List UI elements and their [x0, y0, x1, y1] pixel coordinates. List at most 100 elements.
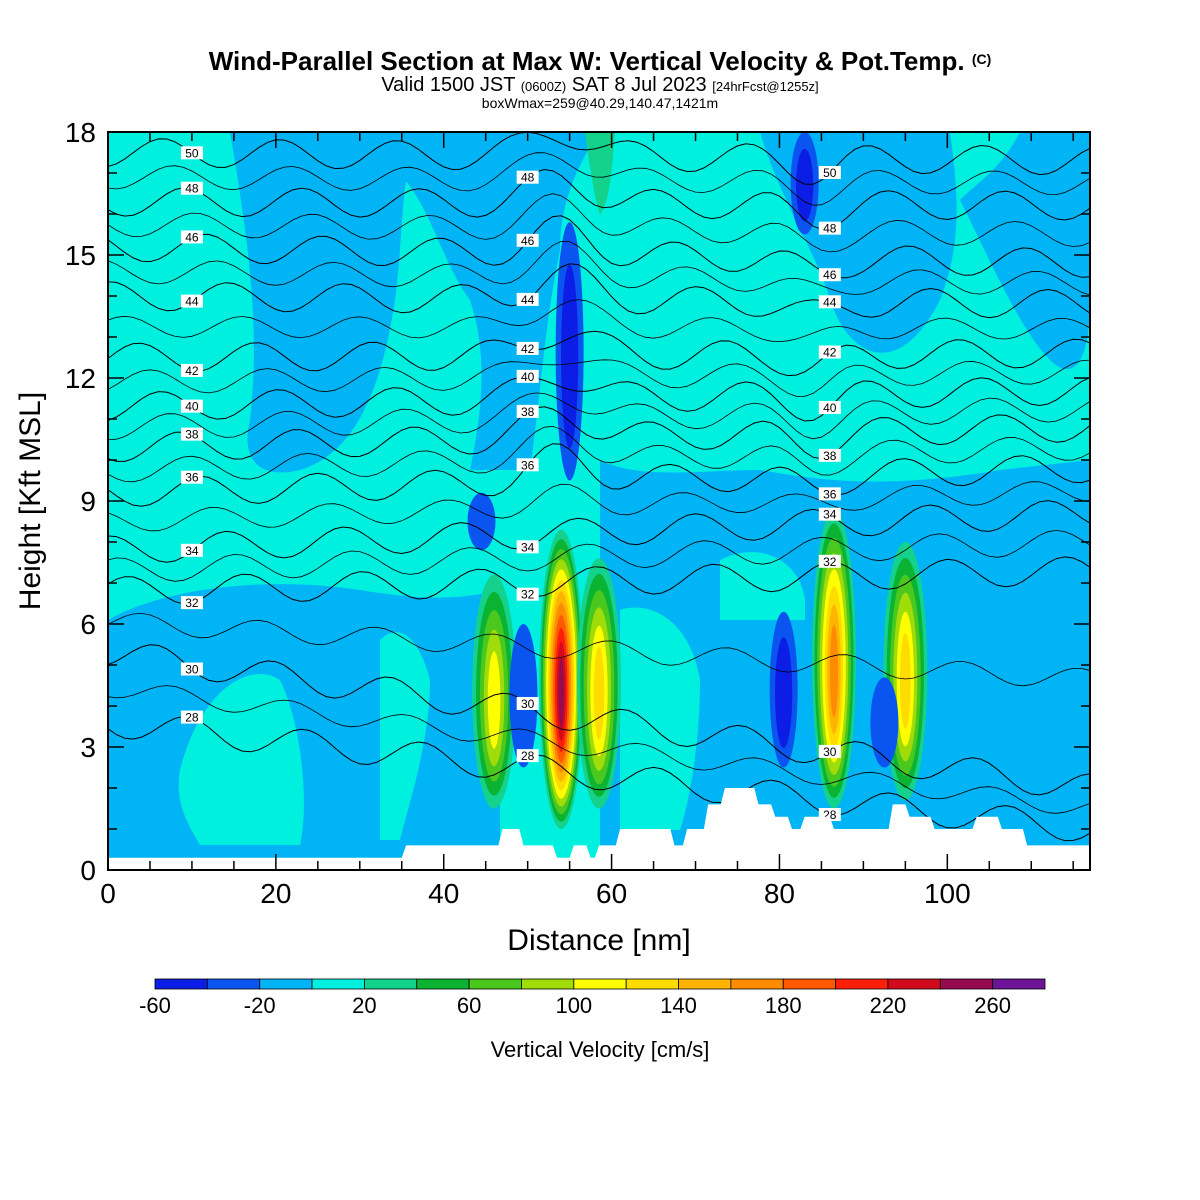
theta-contour-minor	[108, 392, 1090, 440]
updraft-core-2	[577, 558, 621, 809]
contour-label-32: 32	[180, 596, 203, 610]
contour-label-30: 30	[516, 696, 539, 711]
chart-title: Wind-Parallel Section at Max W: Vertical…	[0, 44, 1200, 76]
contour-label-box	[180, 294, 203, 308]
theta-contour-44	[108, 263, 1090, 319]
contour-label-text: 32	[521, 588, 535, 602]
contour-label-text: 50	[185, 146, 199, 160]
terrain-profile	[108, 788, 1090, 870]
colorbar-tick-label: 60	[457, 993, 481, 1018]
contour-label-42: 42	[516, 341, 539, 356]
theta-contour-minor	[108, 193, 1090, 253]
contour-label-36: 36	[818, 487, 841, 501]
velocity-band	[487, 651, 501, 749]
contour-label-text: 30	[823, 745, 837, 759]
y-tick-label: 15	[65, 240, 96, 271]
downdraft-region-0	[108, 584, 500, 870]
contour-label-box	[516, 749, 539, 763]
contour-label-box	[516, 292, 539, 306]
neutral-pocket-1	[380, 632, 430, 840]
contour-label-40: 40	[818, 400, 841, 415]
colorbar-swatch	[154, 978, 208, 990]
neutral-pocket-0	[178, 674, 304, 845]
downdraft-core-1	[769, 611, 798, 768]
colorbar-swatch	[364, 978, 418, 990]
contour-label-28: 28	[516, 749, 539, 763]
contour-label-text: 32	[185, 596, 199, 610]
contour-label-text: 30	[521, 697, 535, 711]
contour-label-box	[516, 540, 539, 554]
colorbar-swatch	[259, 978, 313, 990]
x-tick-label: 40	[428, 878, 459, 909]
contour-label-box	[818, 295, 841, 309]
contour-label-box	[818, 268, 841, 282]
contour-label-34: 34	[516, 540, 539, 554]
contour-label-box	[818, 487, 841, 501]
contour-label-42: 42	[818, 345, 841, 360]
updraft-core-3	[812, 509, 857, 809]
colorbar-tick-label: 20	[352, 993, 376, 1018]
colorbar: -60 -20 20 60 100 140 180 220 260	[139, 978, 1046, 1018]
x-axis-title: Distance [nm]	[507, 924, 690, 957]
theta-contour-30	[108, 644, 1090, 796]
theta-contour-34	[108, 500, 1090, 563]
contour-label-38: 38	[516, 404, 539, 419]
contour-label-text: 44	[521, 293, 535, 307]
colorbar-tick-label: 180	[765, 993, 802, 1018]
contour-label-text: 48	[823, 222, 837, 236]
contour-label-box	[818, 448, 841, 462]
contour-label-44: 44	[818, 295, 841, 309]
x-tick-label: 60	[596, 878, 627, 909]
contour-label-46: 46	[180, 230, 203, 244]
x-tick-label: 20	[260, 878, 291, 909]
contour-label-42: 42	[180, 363, 203, 378]
theta-contour-38	[108, 406, 1090, 462]
valid-utc: (0600Z)	[520, 79, 567, 94]
theta-contour-minor	[108, 685, 1090, 814]
contour-label-box	[818, 744, 841, 758]
contour-label-text: 44	[823, 295, 837, 309]
contour-label-40: 40	[180, 399, 203, 414]
contour-label-text: 34	[521, 540, 535, 554]
contour-label-text: 44	[185, 295, 199, 309]
contour-label-box	[180, 181, 203, 195]
velocity-band	[561, 264, 579, 449]
contour-label-text: 46	[185, 230, 199, 244]
contour-label-box	[516, 233, 539, 247]
contour-label-text: 38	[521, 405, 535, 419]
colorbar-tick-label: 260	[974, 993, 1011, 1018]
colorbar-swatch	[521, 978, 575, 990]
x-tick-label: 100	[924, 878, 971, 909]
velocity-band	[796, 148, 814, 222]
contour-label-48: 48	[818, 221, 841, 236]
contour-label-40: 40	[516, 369, 539, 384]
contour-label-32: 32	[818, 554, 841, 569]
theta-contour-minor	[108, 299, 1090, 343]
velocity-band	[775, 637, 793, 749]
contour-label-38: 38	[180, 427, 203, 442]
contour-label-text: 30	[185, 663, 199, 677]
colorbar-swatch	[206, 978, 261, 990]
vertical-velocity-field	[108, 132, 1090, 870]
contour-label-text: 48	[185, 182, 199, 196]
terrain-fill	[108, 788, 1090, 870]
colorbar-tick-label: 140	[660, 993, 697, 1018]
contour-label-box	[180, 230, 203, 244]
contour-label-34: 34	[818, 507, 841, 522]
contour-label-text: 42	[521, 342, 535, 356]
colorbar-swatch	[678, 978, 732, 990]
contour-label-text: 36	[521, 458, 535, 472]
contour-label-box	[818, 507, 841, 521]
contour-label-box	[516, 458, 539, 472]
valid-date: SAT 8 Jul 2023	[571, 74, 707, 96]
velocity-band	[900, 633, 911, 729]
contour-label-box	[516, 369, 539, 383]
downdraft-core-5	[467, 492, 496, 551]
contour-label-box	[818, 221, 841, 235]
velocity-band	[829, 624, 839, 718]
contour-label-box	[516, 696, 539, 710]
downdraft-region-5	[960, 132, 1090, 370]
contour-label-48: 48	[180, 181, 203, 196]
forecast-run: [24hrFcst@1255z]	[712, 79, 819, 94]
